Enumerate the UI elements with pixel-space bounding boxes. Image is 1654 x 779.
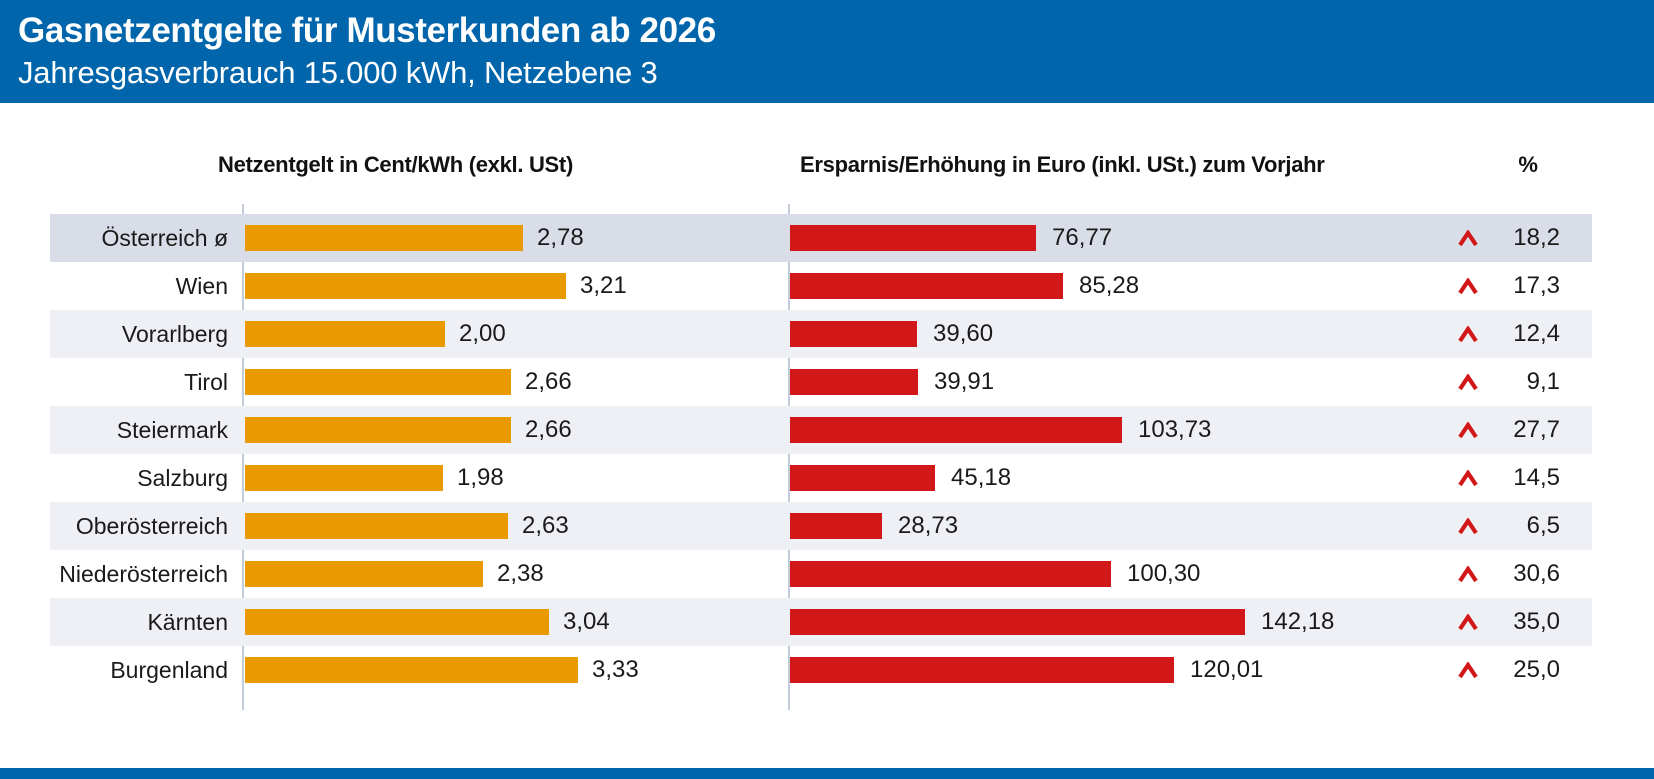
region-label: Vorarlberg xyxy=(121,321,228,347)
percent-value: 18,2 xyxy=(1513,224,1560,251)
page-subtitle: Jahresgasverbrauch 15.000 kWh, Netzebene… xyxy=(18,55,658,90)
ersparnis-bar xyxy=(790,369,918,395)
netzentgelt-bar xyxy=(245,321,445,347)
region-label: Salzburg xyxy=(137,465,228,491)
table-row: Salzburg 1,98 45,18 14,5 xyxy=(50,454,1592,502)
column-header-ersparnis: Ersparnis/Erhöhung in Euro (inkl. USt.) … xyxy=(800,152,1325,177)
table-row: Tirol 2,66 39,91 9,1 xyxy=(50,358,1592,406)
region-label: Österreich ø xyxy=(101,225,228,251)
ersparnis-value: 85,28 xyxy=(1079,272,1140,299)
netzentgelt-bar xyxy=(245,657,578,683)
netzentgelt-bar xyxy=(245,465,443,491)
netzentgelt-value: 2,63 xyxy=(522,512,569,539)
region-label: Tirol xyxy=(184,369,228,395)
region-label: Kärnten xyxy=(147,609,228,635)
header: Gasnetzentgelte für Musterkunden ab 2026… xyxy=(0,0,1654,103)
increase-arrow-icon xyxy=(1454,214,1482,262)
table-row: Oberösterreich 2,63 28,73 6,5 xyxy=(50,502,1592,550)
ersparnis-bar xyxy=(790,417,1122,443)
table-row: Steiermark 2,66 103,73 27,7 xyxy=(50,406,1592,454)
percent-value: 30,6 xyxy=(1513,560,1560,587)
column-header-netzentgelt: Netzentgelt in Cent/kWh (exkl. USt) xyxy=(218,152,573,177)
right-chart-axis-line xyxy=(788,204,790,710)
netzentgelt-bar xyxy=(245,225,523,251)
page-title: Gasnetzentgelte für Musterkunden ab 2026 xyxy=(18,11,716,50)
increase-arrow-icon xyxy=(1454,598,1482,646)
table-row: Österreich ø 2,78 76,77 18,2 xyxy=(50,214,1592,262)
netzentgelt-value: 2,38 xyxy=(497,560,544,587)
region-label: Burgenland xyxy=(110,657,228,683)
increase-arrow-icon xyxy=(1454,502,1482,550)
bottom-bar xyxy=(0,768,1654,779)
netzentgelt-bar xyxy=(245,273,566,299)
ersparnis-bar xyxy=(790,561,1111,587)
increase-arrow-icon xyxy=(1454,646,1482,694)
column-header-percent: % xyxy=(1518,152,1538,177)
ersparnis-value: 76,77 xyxy=(1052,224,1113,251)
netzentgelt-value: 2,66 xyxy=(525,416,572,443)
percent-value: 9,1 xyxy=(1526,368,1560,395)
percent-value: 17,3 xyxy=(1513,272,1560,299)
percent-value: 6,5 xyxy=(1526,512,1560,539)
left-chart-axis-line xyxy=(242,204,244,710)
increase-arrow-icon xyxy=(1454,310,1482,358)
ersparnis-bar xyxy=(790,225,1036,251)
netzentgelt-value: 3,21 xyxy=(580,272,627,299)
ersparnis-bar xyxy=(790,513,882,539)
region-label: Wien xyxy=(175,273,228,299)
table-row: Burgenland 3,33 120,01 25,0 xyxy=(50,646,1592,694)
netzentgelt-bar xyxy=(245,609,549,635)
ersparnis-value: 28,73 xyxy=(898,512,959,539)
increase-arrow-icon xyxy=(1454,550,1482,598)
netzentgelt-value: 2,78 xyxy=(537,224,584,251)
percent-value: 25,0 xyxy=(1513,656,1560,683)
netzentgelt-bar xyxy=(245,513,508,539)
region-label: Oberösterreich xyxy=(75,513,228,539)
increase-arrow-icon xyxy=(1454,358,1482,406)
chart-rows: Österreich ø 2,78 76,77 18,2 Wien 3,21 8… xyxy=(50,214,1592,694)
ersparnis-bar xyxy=(790,273,1063,299)
netzentgelt-bar xyxy=(245,417,511,443)
ersparnis-bar xyxy=(790,321,917,347)
increase-arrow-icon xyxy=(1454,406,1482,454)
table-row: Niederösterreich 2,38 100,30 30,6 xyxy=(50,550,1592,598)
ersparnis-value: 45,18 xyxy=(951,464,1012,491)
ersparnis-value: 103,73 xyxy=(1138,416,1212,443)
netzentgelt-value: 2,66 xyxy=(525,368,572,395)
ersparnis-value: 39,91 xyxy=(934,368,995,395)
region-label: Steiermark xyxy=(116,417,228,443)
ersparnis-bar xyxy=(790,657,1174,683)
netzentgelt-value: 1,98 xyxy=(457,464,504,491)
percent-value: 27,7 xyxy=(1513,416,1560,443)
netzentgelt-value: 3,04 xyxy=(563,608,610,635)
table-row: Kärnten 3,04 142,18 35,0 xyxy=(50,598,1592,646)
ersparnis-value: 100,30 xyxy=(1127,560,1201,587)
ersparnis-bar xyxy=(790,609,1245,635)
ersparnis-bar xyxy=(790,465,935,491)
netzentgelt-value: 2,00 xyxy=(459,320,506,347)
percent-value: 12,4 xyxy=(1513,320,1560,347)
netzentgelt-value: 3,33 xyxy=(592,656,639,683)
netzentgelt-bar xyxy=(245,369,511,395)
ersparnis-value: 39,60 xyxy=(933,320,994,347)
increase-arrow-icon xyxy=(1454,454,1482,502)
ersparnis-value: 142,18 xyxy=(1261,608,1335,635)
table-row: Wien 3,21 85,28 17,3 xyxy=(50,262,1592,310)
increase-arrow-icon xyxy=(1454,262,1482,310)
netzentgelt-bar xyxy=(245,561,483,587)
table-row: Vorarlberg 2,00 39,60 12,4 xyxy=(50,310,1592,358)
region-label: Niederösterreich xyxy=(59,561,228,587)
percent-value: 14,5 xyxy=(1513,464,1560,491)
percent-value: 35,0 xyxy=(1513,608,1560,635)
ersparnis-value: 120,01 xyxy=(1190,656,1264,683)
